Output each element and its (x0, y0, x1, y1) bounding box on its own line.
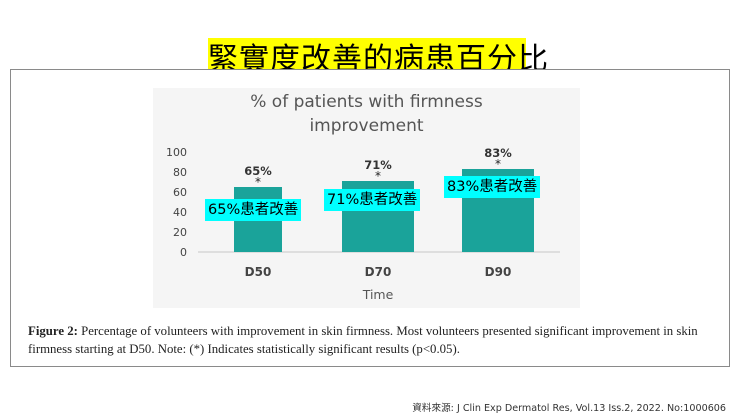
y-tick-label: 0 (180, 246, 187, 259)
data-label-d70: 71% (364, 158, 392, 172)
y-tick-label: 60 (173, 186, 187, 199)
caption-label: Figure 2: (28, 324, 78, 338)
callout-d90: 83%患者改善 (444, 176, 541, 198)
caption-text: Percentage of volunteers with improvemen… (28, 324, 698, 356)
x-axis-title: Time (362, 287, 394, 302)
data-label-d90: 83% (484, 146, 512, 160)
callout-d50: 65%患者改善 (205, 199, 302, 221)
figure-caption: Figure 2: Percentage of volunteers with … (28, 322, 718, 358)
source-citation: 資料來源: J Clin Exp Dermatol Res, Vol.13 Is… (412, 403, 726, 414)
data-label-d50: 65% (244, 164, 272, 178)
y-tick-label: 20 (173, 226, 187, 239)
y-tick-label: 80 (173, 166, 187, 179)
y-tick-label: 100 (166, 146, 187, 159)
significance-marker: * (255, 175, 261, 189)
significance-marker: * (495, 157, 501, 171)
x-tick-label-d50: D50 (245, 265, 272, 279)
x-tick-label-d70: D70 (365, 265, 392, 279)
significance-marker: * (375, 169, 381, 183)
chart-title: % of patients with firmness improvement (250, 92, 483, 136)
y-tick-label: 40 (173, 206, 187, 219)
callout-d70: 71%患者改善 (324, 189, 421, 211)
x-tick-label-d90: D90 (485, 265, 512, 279)
